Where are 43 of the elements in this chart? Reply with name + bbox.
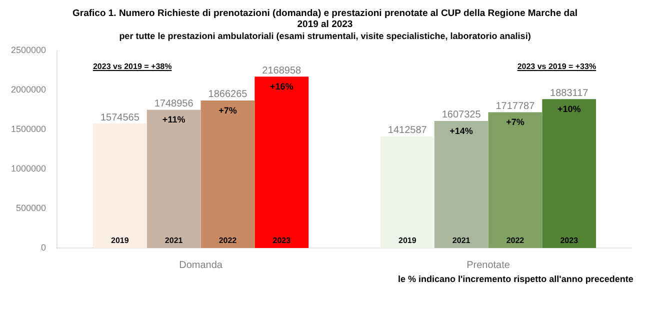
data-label: 1748956 <box>154 98 194 110</box>
annotation: +11% <box>162 114 186 125</box>
text: 2019 <box>398 236 416 246</box>
data-label: 1883117 <box>550 88 589 99</box>
y-tick-label: 500000 <box>16 202 46 213</box>
annotation: 2023 vs 2019 = +33% <box>517 62 596 72</box>
y-tick-label: 2500000 <box>10 44 46 55</box>
text: le % indicano l'incremento rispetto all'anno precedente <box>398 274 634 285</box>
data-label: 1412587 <box>388 125 428 136</box>
annotation: +14% <box>450 126 473 136</box>
text: 2022 <box>506 236 524 246</box>
series-label: 2023 <box>272 236 292 246</box>
annotation: 2023 vs 2019 = +38% <box>92 62 172 72</box>
y-tick-label: 0 <box>41 242 46 252</box>
x-tick-label: Domanda <box>179 260 223 271</box>
annotation: +7% <box>506 117 524 128</box>
y-tick-label: 2000000 <box>10 84 46 94</box>
y-tick-label: 1500000 <box>10 124 46 134</box>
data-label: 1607325 <box>442 110 482 121</box>
bar <box>146 110 201 248</box>
bar <box>542 99 596 248</box>
series-label: 2022 <box>218 236 238 246</box>
data-label: 1574565 <box>100 112 140 124</box>
x-tick-label: Prenotate <box>466 260 510 271</box>
bar <box>380 136 434 248</box>
chart-subtitle: per tutte le prestazioni ambulatoriali (esami strumentali, visite specialistiche, laboratorio analisi) <box>118 31 532 42</box>
annotation: +16% <box>270 82 294 92</box>
data-label: 2168958 <box>262 65 302 76</box>
chart-title: Grafico 1. Numero Richieste di prenotazioni (domanda) e prestazioni prenotate al CUP della Regione Marche dal 2019 al 2023 <box>71 8 578 30</box>
bar <box>92 124 147 248</box>
bar <box>434 120 488 248</box>
y-tick-label: 1000000 <box>10 163 46 174</box>
series-label: 2021 <box>164 236 184 246</box>
bar <box>200 100 255 248</box>
annotation: +7% <box>218 105 237 116</box>
data-label: 1866265 <box>208 89 248 100</box>
text: 2021 <box>452 236 470 246</box>
bar <box>488 112 542 248</box>
text: 2023 <box>560 236 578 246</box>
bar <box>254 76 309 248</box>
data-label: 1717787 <box>496 100 536 112</box>
annotation: +10% <box>557 104 581 114</box>
series-label: 2019 <box>111 236 130 246</box>
